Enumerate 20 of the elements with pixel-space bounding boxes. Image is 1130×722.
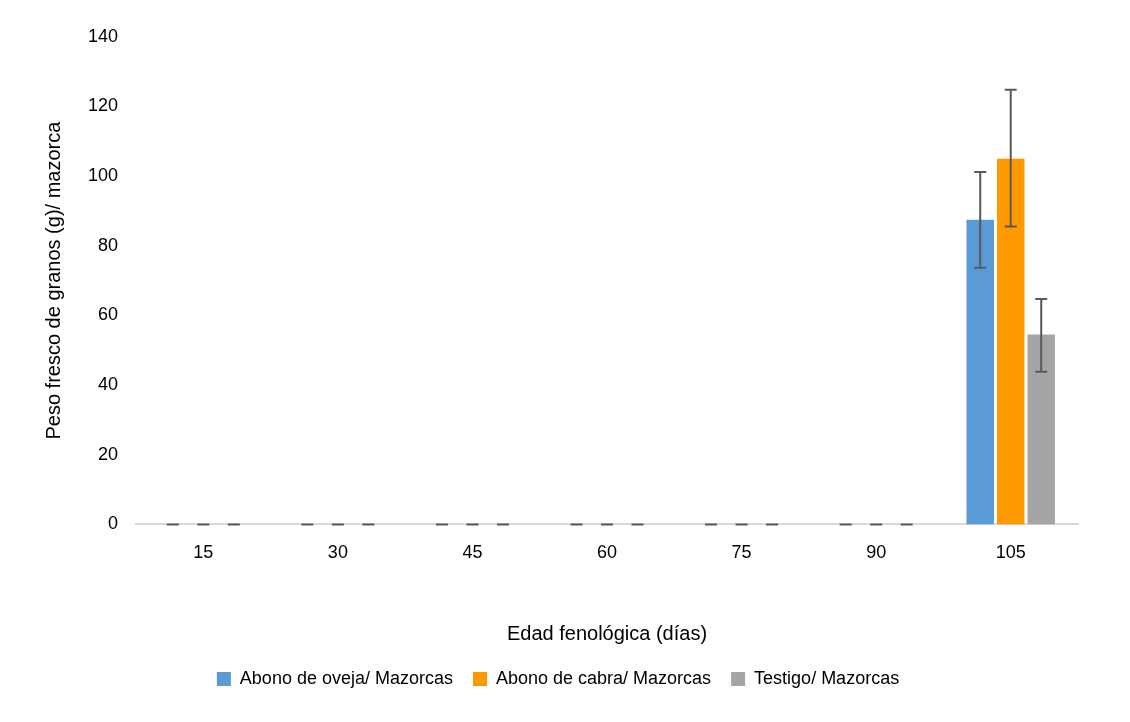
y-tick-label: 120 [87, 95, 119, 116]
x-tick-label: 75 [731, 542, 752, 563]
x-axis-title: Edad fenológica (días) [506, 621, 708, 644]
x-tick-label: 90 [866, 542, 887, 563]
y-tick-label: 0 [108, 513, 119, 534]
x-tick-label: 15 [193, 542, 214, 563]
y-tick-label: 60 [98, 304, 119, 325]
y-axis-title: Peso fresco de granos (g)/ mazorca [41, 120, 64, 440]
legend-label: Abono de oveja/ Mazorcas [239, 667, 453, 688]
y-tick-label: 80 [98, 234, 119, 255]
y-tick-label: 140 [87, 25, 119, 46]
x-tick-label: 45 [462, 542, 483, 563]
x-tick-label: 30 [327, 542, 348, 563]
y-tick-label: 20 [98, 443, 119, 464]
x-tick-label: 105 [995, 542, 1026, 563]
legend-label: Testigo/ Mazorcas [754, 667, 900, 688]
y-tick-label: 40 [98, 374, 119, 395]
x-tick-label: 60 [597, 542, 618, 563]
y-tick-label: 100 [87, 165, 119, 186]
legend-label: Abono de cabra/ Mazorcas [495, 667, 712, 688]
